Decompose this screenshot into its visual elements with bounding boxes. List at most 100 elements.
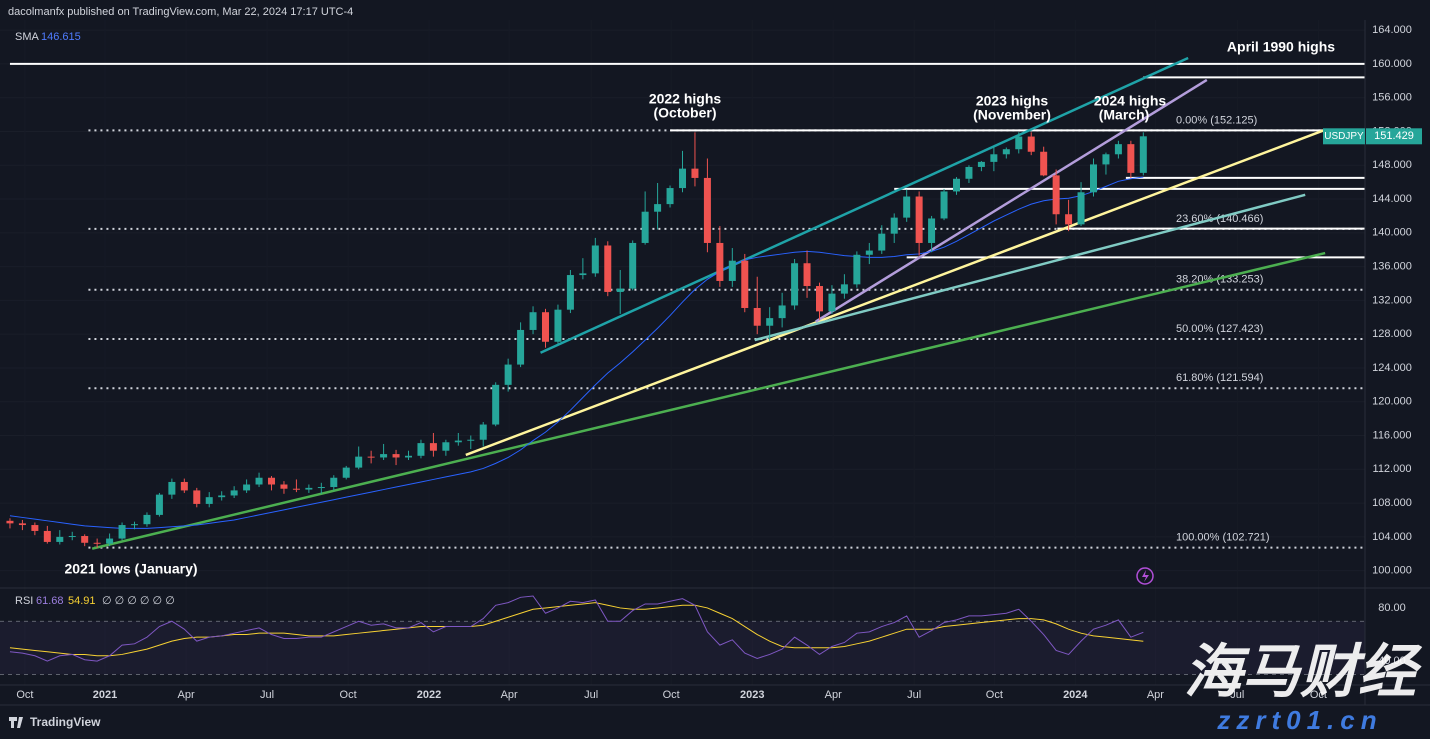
fib-label: 38.20% (133.253): [1176, 274, 1263, 286]
x-tick-label: Apr: [825, 689, 842, 701]
sma-legend-value: 146.615: [41, 31, 81, 43]
watermark-site: zzrt01.cn: [1216, 705, 1382, 735]
y-tick-label: 100.000: [1372, 565, 1412, 577]
candle-body: [218, 495, 226, 498]
candle-body: [205, 497, 213, 504]
candle-body: [405, 455, 413, 458]
candle-body: [517, 329, 525, 365]
rsi-legend-extra: ∅ ∅ ∅ ∅ ∅ ∅: [102, 595, 175, 607]
y-tick-label: 132.000: [1372, 294, 1412, 306]
candle-body: [280, 484, 288, 489]
y-tick-label: 148.000: [1372, 159, 1412, 171]
candle-body: [417, 443, 425, 456]
y-tick-label: 156.000: [1372, 92, 1412, 104]
annotation: 2024 highs: [1094, 93, 1167, 109]
candle-body: [629, 242, 637, 289]
plot-area: 0.00% (152.125) 23.60% (140.466) 38.20% (1…: [0, 20, 1365, 685]
x-tick-label: Apr: [1147, 689, 1164, 701]
candle-body: [915, 196, 923, 243]
trendline: [540, 56, 1189, 354]
candle-body: [641, 211, 649, 243]
candle-body: [716, 242, 724, 281]
trendline: [465, 128, 1326, 457]
candle-body: [454, 440, 462, 443]
candle-body: [815, 286, 823, 312]
fib-label: 50.00% (127.423): [1176, 323, 1263, 335]
candle-body: [1040, 151, 1048, 176]
candle-body: [977, 161, 985, 167]
candle-body: [180, 481, 188, 491]
candle-body: [741, 260, 749, 308]
footer-logo[interactable]: TradingView: [9, 715, 101, 729]
candle-body: [479, 424, 487, 440]
candle-body: [766, 318, 774, 326]
rsi-tick-label: 80.00: [1378, 602, 1406, 614]
x-tick-label: Oct: [986, 689, 1003, 701]
fib-label: 100.00% (102.721): [1176, 532, 1270, 544]
candle-body: [1127, 144, 1135, 173]
candle-body: [355, 456, 363, 468]
candle-body: [865, 250, 873, 255]
candle-body: [131, 524, 139, 526]
y-tick-label: 124.000: [1372, 362, 1412, 374]
candle-body: [18, 523, 26, 526]
candle-body: [504, 364, 512, 385]
candle-body: [965, 166, 973, 179]
x-tick-label: Jul: [260, 689, 274, 701]
sma-line: [9, 176, 1144, 529]
rsi-legend-value: 61.68: [36, 595, 64, 607]
candle-body: [654, 204, 662, 212]
y-tick-label: 116.000: [1373, 429, 1412, 441]
candle-body: [342, 467, 350, 478]
candle-body: [853, 254, 861, 285]
watermark-title: 海马财经: [1184, 639, 1423, 704]
header: dacolmanfx published on TradingView.com,…: [8, 6, 353, 18]
annotation: (November): [973, 107, 1051, 123]
candle-body: [367, 456, 375, 458]
fib-label: 0.00% (152.125): [1176, 114, 1257, 126]
candle-body: [952, 178, 960, 192]
candle-body: [529, 312, 537, 330]
x-tick-label: Oct: [340, 689, 357, 701]
candle-body: [392, 454, 400, 458]
annotation: (October): [654, 105, 717, 121]
footer-brand[interactable]: TradingView: [30, 715, 101, 729]
candle-body: [330, 477, 338, 488]
annotation: (March): [1099, 107, 1150, 123]
y-tick-label: 112.000: [1373, 463, 1412, 475]
candle-body: [429, 443, 437, 451]
logo-mark[interactable]: [9, 717, 23, 728]
candle-body: [6, 520, 14, 524]
candle-body: [791, 263, 799, 306]
candle-body: [81, 536, 89, 543]
y-tick-label: 120.000: [1372, 396, 1412, 408]
candle-body: [691, 168, 699, 178]
alert-bolt[interactable]: [1142, 570, 1149, 582]
y-tick-label: 140.000: [1372, 227, 1412, 239]
candle-body: [268, 477, 276, 485]
candle-body: [803, 263, 811, 287]
candle-body: [31, 525, 39, 531]
rsi-tick-label: 40.00: [1378, 655, 1406, 667]
rsi-band: [0, 621, 1365, 675]
candle-body: [1002, 149, 1010, 155]
fib-label: 61.80% (121.594): [1176, 372, 1263, 384]
x-tick-label: Jul: [1230, 689, 1244, 701]
x-tick-label: Oct: [1310, 689, 1327, 701]
candle-body: [255, 477, 263, 485]
alert-circle[interactable]: [1136, 567, 1154, 585]
candle-body: [292, 488, 300, 490]
candle-body: [193, 490, 201, 504]
fib-label: 23.60% (140.466): [1176, 213, 1263, 225]
rsi-ma-legend-value: 54.91: [68, 595, 96, 607]
alert-icon[interactable]: [1136, 567, 1154, 585]
y-tick-label: 160.000: [1372, 58, 1412, 70]
x-tick-label: Jul: [584, 689, 598, 701]
candle-body: [68, 536, 76, 538]
rsi-ma-line: [9, 602, 1144, 657]
candle-body: [554, 309, 562, 342]
candle-body: [840, 284, 848, 294]
candle-body: [467, 439, 475, 441]
trendline: [815, 78, 1208, 323]
candle-body: [1052, 175, 1060, 215]
